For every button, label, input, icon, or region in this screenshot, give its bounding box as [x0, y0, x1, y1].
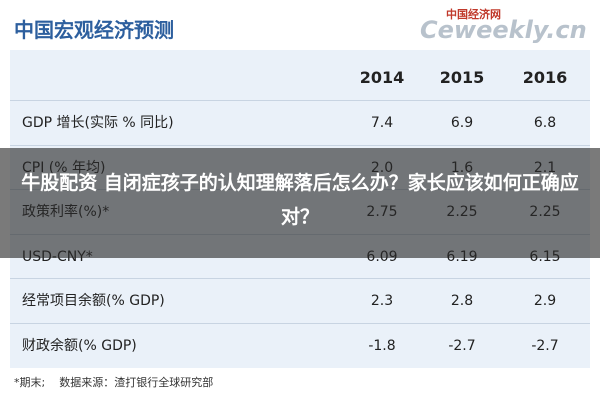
row-label: GDP 增长(实际 % 同比) [22, 115, 174, 131]
header-row: 2014 2015 2016 [10, 56, 590, 100]
title: 中国宏观经济预测 [14, 18, 174, 42]
column-header: 2016 [522, 68, 568, 87]
logo-text: 中国经济网 [446, 8, 501, 21]
cell-value: 2.9 [533, 293, 557, 309]
overlay-text: 牛股配资 自闭症孩子的认知理解落后怎么办？家长应该如何正确应对？ [21, 172, 579, 228]
row-label: 财政余额(% GDP) [22, 337, 137, 354]
footnote: *期末; 数据来源：渣打银行全球研究部 [14, 376, 214, 389]
table-row: GDP 增长(实际 % 同比) 7.4 6.9 6.8 [10, 100, 590, 145]
cell-value: -2.7 [531, 337, 559, 354]
column-header: 2015 [439, 68, 485, 87]
table-row: 经常项目余额(% GDP) 2.3 2.8 2.9 [10, 278, 590, 323]
cell-value: 6.8 [533, 115, 557, 131]
overlay: 牛股配资 自闭症孩子的认知理解落后怎么办？家长应该如何正确应对？ [0, 148, 600, 258]
table-row: 财政余额(% GDP) -1.8 -2.7 -2.7 [10, 322, 590, 368]
cell-value: -2.7 [448, 337, 476, 354]
cell-value: -1.8 [368, 337, 396, 354]
column-header: 2014 [359, 68, 405, 87]
cell-value: 2.8 [450, 293, 474, 309]
logo: Ceweekly.cn [420, 16, 587, 44]
cell-value: 2.3 [370, 293, 394, 309]
cell-value: 6.9 [450, 115, 474, 131]
row-label: 经常项目余额(% GDP) [22, 293, 165, 309]
cell-value: 7.4 [370, 115, 394, 131]
